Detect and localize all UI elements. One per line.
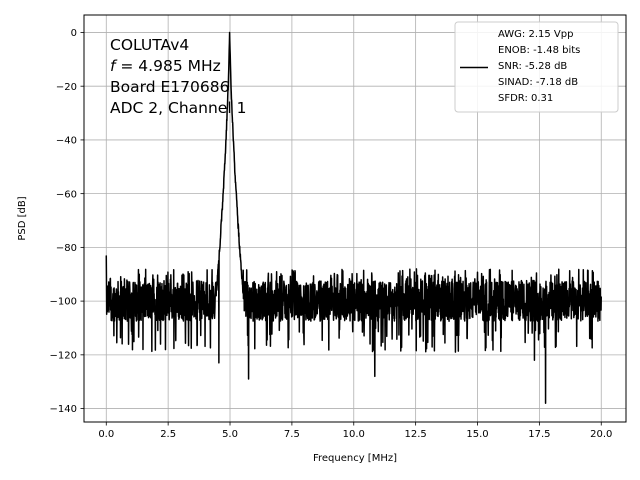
y-tick-label: 0	[71, 28, 77, 39]
plot-frame	[83, 14, 627, 423]
legend-entry: SNR: -5.28 dB	[498, 61, 567, 72]
annotation-text: ADC 2, Channel 1	[110, 99, 246, 117]
x-tick-label: 10.0	[343, 429, 365, 440]
y-tick-label: −40	[56, 136, 77, 147]
annotation-text: Board E170686	[110, 78, 229, 96]
x-tick-label: 0.0	[98, 429, 114, 440]
annotation-line: COLUTAv4	[110, 36, 189, 54]
y-axis-title: PSD [dB]	[17, 196, 28, 240]
x-tick-label: 2.5	[160, 429, 176, 440]
annotation-text: COLUTAv4 f = 4.985 MHz Board E170686 ADC 2,…	[110, 36, 246, 117]
legend-box	[454, 21, 619, 113]
annotation-symbol: f	[110, 57, 118, 75]
x-tick-label: 20.0	[590, 429, 612, 440]
psd-series-line	[105, 31, 602, 404]
annotation-text: = 4.985 MHz	[115, 57, 220, 75]
x-tick-label: 15.0	[466, 429, 488, 440]
y-tick-label: −80	[56, 243, 77, 254]
plot-area	[105, 31, 602, 404]
legend: AWG: 2.15 Vpp ENOB: -1.48 bits SNR: -5.28 …	[454, 21, 619, 113]
annotation-line: Board E170686	[110, 78, 229, 96]
x-tick-label: 12.5	[405, 429, 427, 440]
annotation-line: ADC 2, Channel 1	[110, 99, 246, 117]
x-tick-label: 5.0	[222, 429, 238, 440]
y-tick-label: −100	[50, 297, 77, 308]
y-tick-label: −120	[50, 350, 77, 361]
y-tick-label: −140	[50, 404, 77, 415]
legend-entry: ENOB: -1.48 bits	[498, 45, 580, 56]
x-tick-label: 7.5	[284, 429, 300, 440]
x-tick-label: 17.5	[528, 429, 550, 440]
legend-entry: SFDR: 0.31	[498, 93, 553, 104]
y-axis: 0 −20 −40 −60 −80 −100 −120 −140	[50, 28, 84, 415]
y-tick-label: −60	[56, 189, 77, 200]
x-axis: 0.0 2.5 5.0 7.5 10.0 12.5 15.0 17.5 20.0	[98, 422, 612, 440]
y-tick-label: −20	[56, 82, 77, 93]
annotation-text: COLUTAv4	[110, 36, 189, 54]
legend-entry: AWG: 2.15 Vpp	[498, 29, 573, 40]
annotation-line: f = 4.985 MHz	[110, 57, 221, 75]
x-axis-title: Frequency [MHz]	[313, 453, 397, 464]
legend-entry: SINAD: -7.18 dB	[498, 77, 578, 88]
